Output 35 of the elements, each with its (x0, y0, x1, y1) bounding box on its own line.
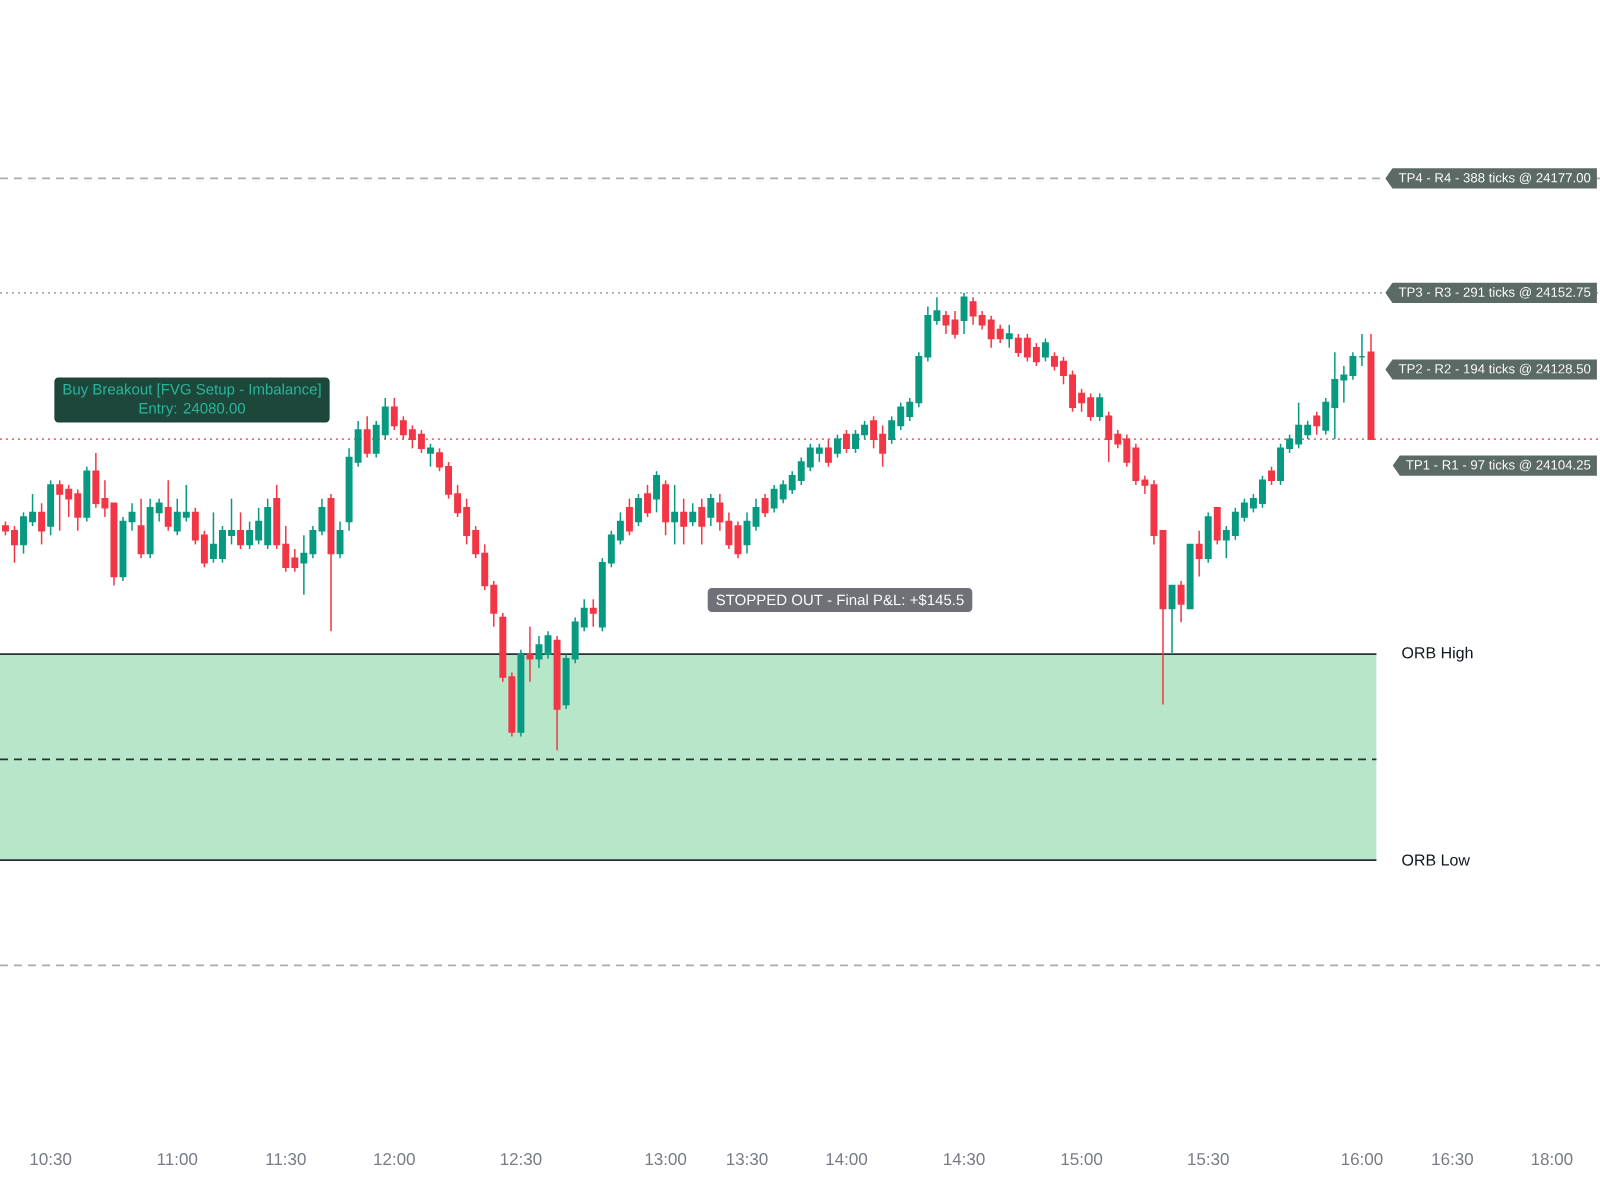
x-tick-label: 16:30 (1432, 1153, 1473, 1166)
candlestick (336, 520, 344, 559)
x-tick-label: 14:30 (944, 1153, 985, 1166)
ref-line-label: ORB High (1402, 646, 1473, 662)
candlestick (1204, 511, 1212, 564)
x-tick-label: 13:00 (645, 1153, 687, 1166)
candlestick (1177, 580, 1185, 623)
x-tick-label: 11:30 (266, 1153, 306, 1166)
candlestick (942, 310, 950, 335)
x-tick-label: 10:30 (30, 1153, 72, 1166)
x-tick-label: 12:30 (500, 1153, 542, 1166)
x-tick-label: 12:00 (374, 1153, 415, 1166)
candlestick (996, 324, 1004, 344)
candlestick (83, 465, 91, 523)
x-tick-label: 13:30 (727, 1153, 768, 1166)
candlestick (698, 497, 706, 546)
candlestick (526, 626, 534, 683)
candlestick (92, 452, 100, 509)
candlestick (363, 415, 371, 459)
x-tick-label: 18:00 (1531, 1153, 1573, 1166)
candlestick (1195, 529, 1203, 578)
x-tick-label: 15:00 (1061, 1153, 1103, 1166)
candlestick (761, 493, 769, 518)
x-tick-label: 16:00 (1341, 1153, 1383, 1166)
candlestick (671, 484, 679, 546)
candlestick (300, 534, 308, 596)
x-tick-label: 11:00 (157, 1153, 198, 1166)
candlestick (164, 479, 172, 532)
x-tick-label: 15:30 (1188, 1153, 1229, 1166)
candlestick (553, 635, 561, 752)
candlestick (517, 648, 525, 738)
candlestick (707, 493, 715, 527)
ref-line-label: ORB Low (1402, 854, 1470, 866)
candlestick (137, 497, 145, 559)
x-tick-label: 14:00 (826, 1153, 868, 1166)
